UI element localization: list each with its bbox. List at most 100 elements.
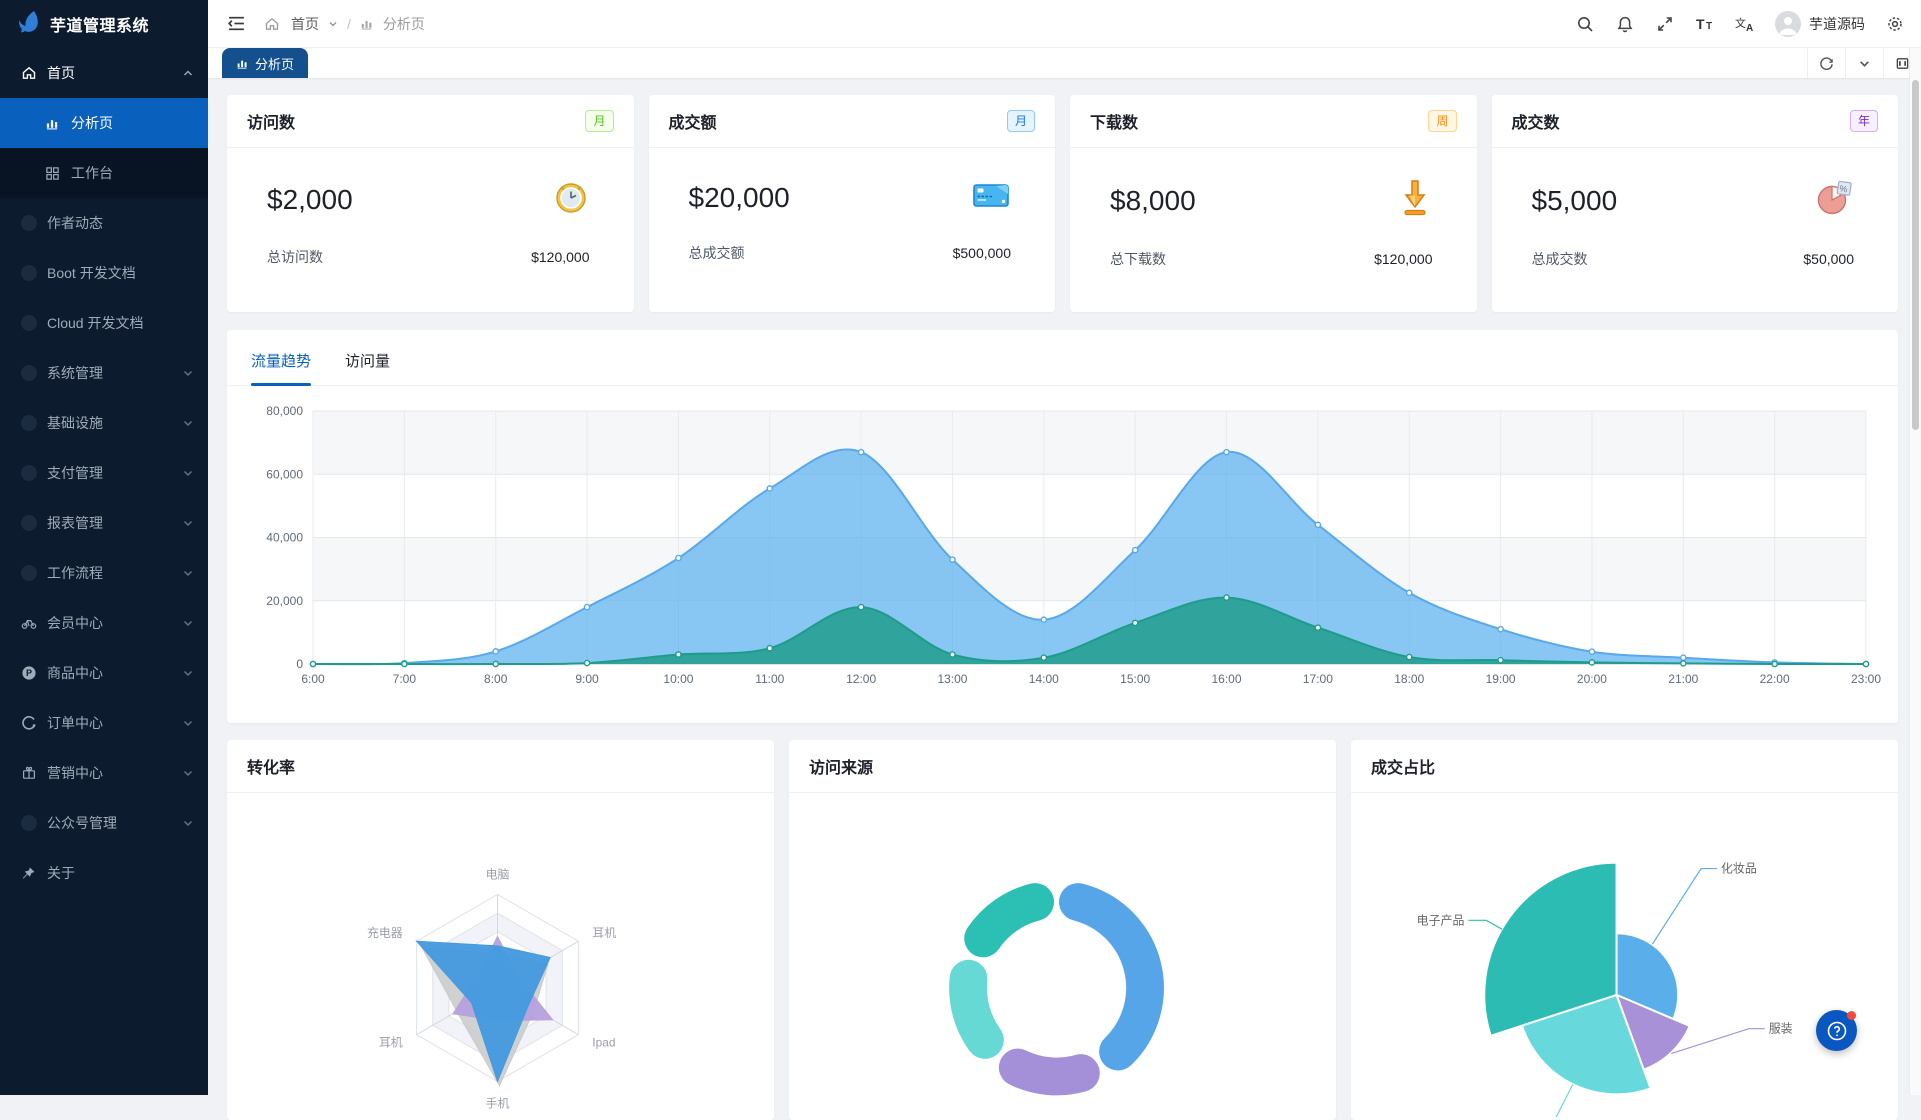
svg-text:%: % [1839, 183, 1848, 194]
sidebar-item-workbench[interactable]: 工作台 [0, 148, 208, 198]
sidebar-item-payment[interactable]: 支付管理 [0, 448, 208, 498]
member-icon [20, 615, 37, 632]
help-button[interactable] [1816, 1010, 1857, 1051]
placeholder-dot-icon [20, 265, 37, 282]
stat-footer-value: $120,000 [531, 249, 590, 265]
placeholder-dot-icon [20, 215, 37, 232]
refresh-icon[interactable] [1807, 48, 1845, 78]
card-title: 下载数 [1090, 115, 1139, 132]
svg-text:19:00: 19:00 [1486, 672, 1516, 686]
tags-view-controls [1807, 48, 1921, 78]
breadcrumb-separator: / [347, 15, 351, 32]
sidebar-item-about[interactable]: 关于 [0, 848, 208, 898]
question-icon [1827, 1021, 1846, 1040]
collapse-sidebar-icon[interactable] [226, 14, 246, 34]
scrollbar-thumb[interactable] [1912, 80, 1919, 430]
sidebar-item-label: 首页 [47, 65, 75, 81]
svg-text:服装: 服装 [1769, 1022, 1793, 1036]
fullscreen-icon[interactable] [1655, 14, 1675, 34]
svg-text:耳机: 耳机 [592, 926, 616, 940]
svg-text:20:00: 20:00 [1577, 672, 1607, 686]
svg-text:充电器: 充电器 [367, 926, 403, 940]
placeholder-dot-icon [20, 365, 37, 382]
svg-text:80,000: 80,000 [266, 404, 303, 418]
gear-icon[interactable] [1885, 14, 1905, 34]
svg-text:22:00: 22:00 [1760, 672, 1790, 686]
user-menu[interactable]: 芋道源码 [1775, 10, 1865, 37]
svg-text:40,000: 40,000 [266, 531, 303, 545]
sidebar-item-cloud-docs[interactable]: Cloud 开发文档 [0, 298, 208, 348]
app-logo[interactable]: 芋道管理系统 [0, 0, 208, 48]
svg-text:16:00: 16:00 [1212, 672, 1242, 686]
notification-dot [1847, 1011, 1856, 1020]
stat-footer-label: 总下载数 [1110, 251, 1166, 267]
sidebar-item-workflow[interactable]: 工作流程 [0, 548, 208, 598]
sidebar-item-marketing-center[interactable]: 营销中心 [0, 748, 208, 798]
stat-footer-label: 总成交数 [1531, 251, 1588, 267]
sidebar-item-home[interactable]: 首页 [0, 48, 208, 98]
card-title: 访问来源 [809, 760, 874, 777]
sidebar-item-boot-docs[interactable]: Boot 开发文档 [0, 248, 208, 298]
svg-text:耳机: 耳机 [379, 1036, 403, 1050]
stat-footer-label: 总访问数 [267, 249, 323, 265]
sidebar-item-analysis[interactable]: 分析页 [0, 98, 208, 148]
logo-icon [16, 9, 42, 40]
breadcrumb-home[interactable]: 首页 [291, 15, 319, 32]
stat-card-turnover: 成交额 月 $20,000 总成交额 $500,000 [648, 95, 1055, 312]
tab-visits[interactable]: 访问量 [345, 353, 391, 370]
sidebar-item-order-center[interactable]: 订单中心 [0, 698, 208, 748]
placeholder-dot-icon [20, 815, 37, 832]
sidebar-item-system[interactable]: 系统管理 [0, 348, 208, 398]
tab-traffic-trend[interactable]: 流量趋势 [251, 350, 312, 386]
svg-text:电子产品: 电子产品 [1417, 913, 1465, 927]
svg-text:文: 文 [1735, 16, 1746, 30]
page-scrollbar[interactable] [1909, 48, 1921, 1095]
sidebar-item-product-center[interactable]: P 商品中心 [0, 648, 208, 698]
chevron-down-icon [183, 670, 193, 677]
sidebar-item-report[interactable]: 报表管理 [0, 498, 208, 548]
trend-tabs: 流量趋势 访问量 [227, 330, 1898, 386]
period-badge: 周 [1428, 110, 1457, 132]
tab-analysis[interactable]: 分析页 [222, 48, 309, 78]
download-icon [1397, 178, 1433, 223]
svg-text:60,000: 60,000 [266, 467, 303, 481]
svg-text:化妆品: 化妆品 [1721, 862, 1757, 876]
sidebar-menu: 首页 分析页 工作台 作者动态 [0, 48, 208, 898]
card-title: 访问数 [247, 115, 296, 132]
svg-text:P: P [25, 668, 31, 678]
sidebar-item-mp-manage[interactable]: 公众号管理 [0, 798, 208, 848]
chevron-down-icon [183, 370, 193, 377]
conversion-rate-card: 转化率 电脑 耳机 Ipad 手机 耳机 充电器 [227, 740, 774, 1120]
home-icon[interactable] [262, 14, 282, 34]
breadcrumb: 首页 / 分析页 [262, 14, 425, 34]
svg-text:Ipad: Ipad [592, 1036, 615, 1050]
breadcrumb-current: 分析页 [382, 15, 425, 32]
svg-text:13:00: 13:00 [937, 672, 967, 686]
traffic-trend-card: 流量趋势 访问量 0 20,000 40,000 60,000 80,000 6:00 7:… [227, 330, 1898, 723]
sidebar-item-member-center[interactable]: 会员中心 [0, 598, 208, 648]
card-title: 成交占比 [1371, 760, 1436, 777]
stat-footer-label: 总成交额 [688, 245, 745, 261]
gift-icon [20, 765, 37, 782]
chevron-up-icon [183, 70, 193, 76]
sidebar-item-infrastructure[interactable]: 基础设施 [0, 398, 208, 448]
chevron-down-icon [183, 420, 193, 427]
bar-chart-icon [237, 60, 247, 69]
placeholder-dot-icon [20, 465, 37, 482]
visit-source-card: 访问来源 [789, 740, 1336, 1120]
home-icon [20, 65, 37, 82]
credit-card-icon [971, 178, 1011, 217]
svg-text:23:00: 23:00 [1851, 672, 1881, 686]
placeholder-dot-icon [20, 415, 37, 432]
deal-ratio-card: 成交占比 化妆品服装 电子产品 [1351, 740, 1898, 1120]
sidebar-item-author-news[interactable]: 作者动态 [0, 198, 208, 248]
sidebar-item-label: 分析页 [71, 115, 113, 131]
chevron-down-icon[interactable] [1845, 48, 1883, 78]
visit-source-donut-chart [949, 883, 1164, 1096]
maximize-icon[interactable] [1883, 48, 1921, 78]
search-icon[interactable] [1575, 14, 1595, 34]
bell-icon[interactable] [1615, 14, 1635, 34]
